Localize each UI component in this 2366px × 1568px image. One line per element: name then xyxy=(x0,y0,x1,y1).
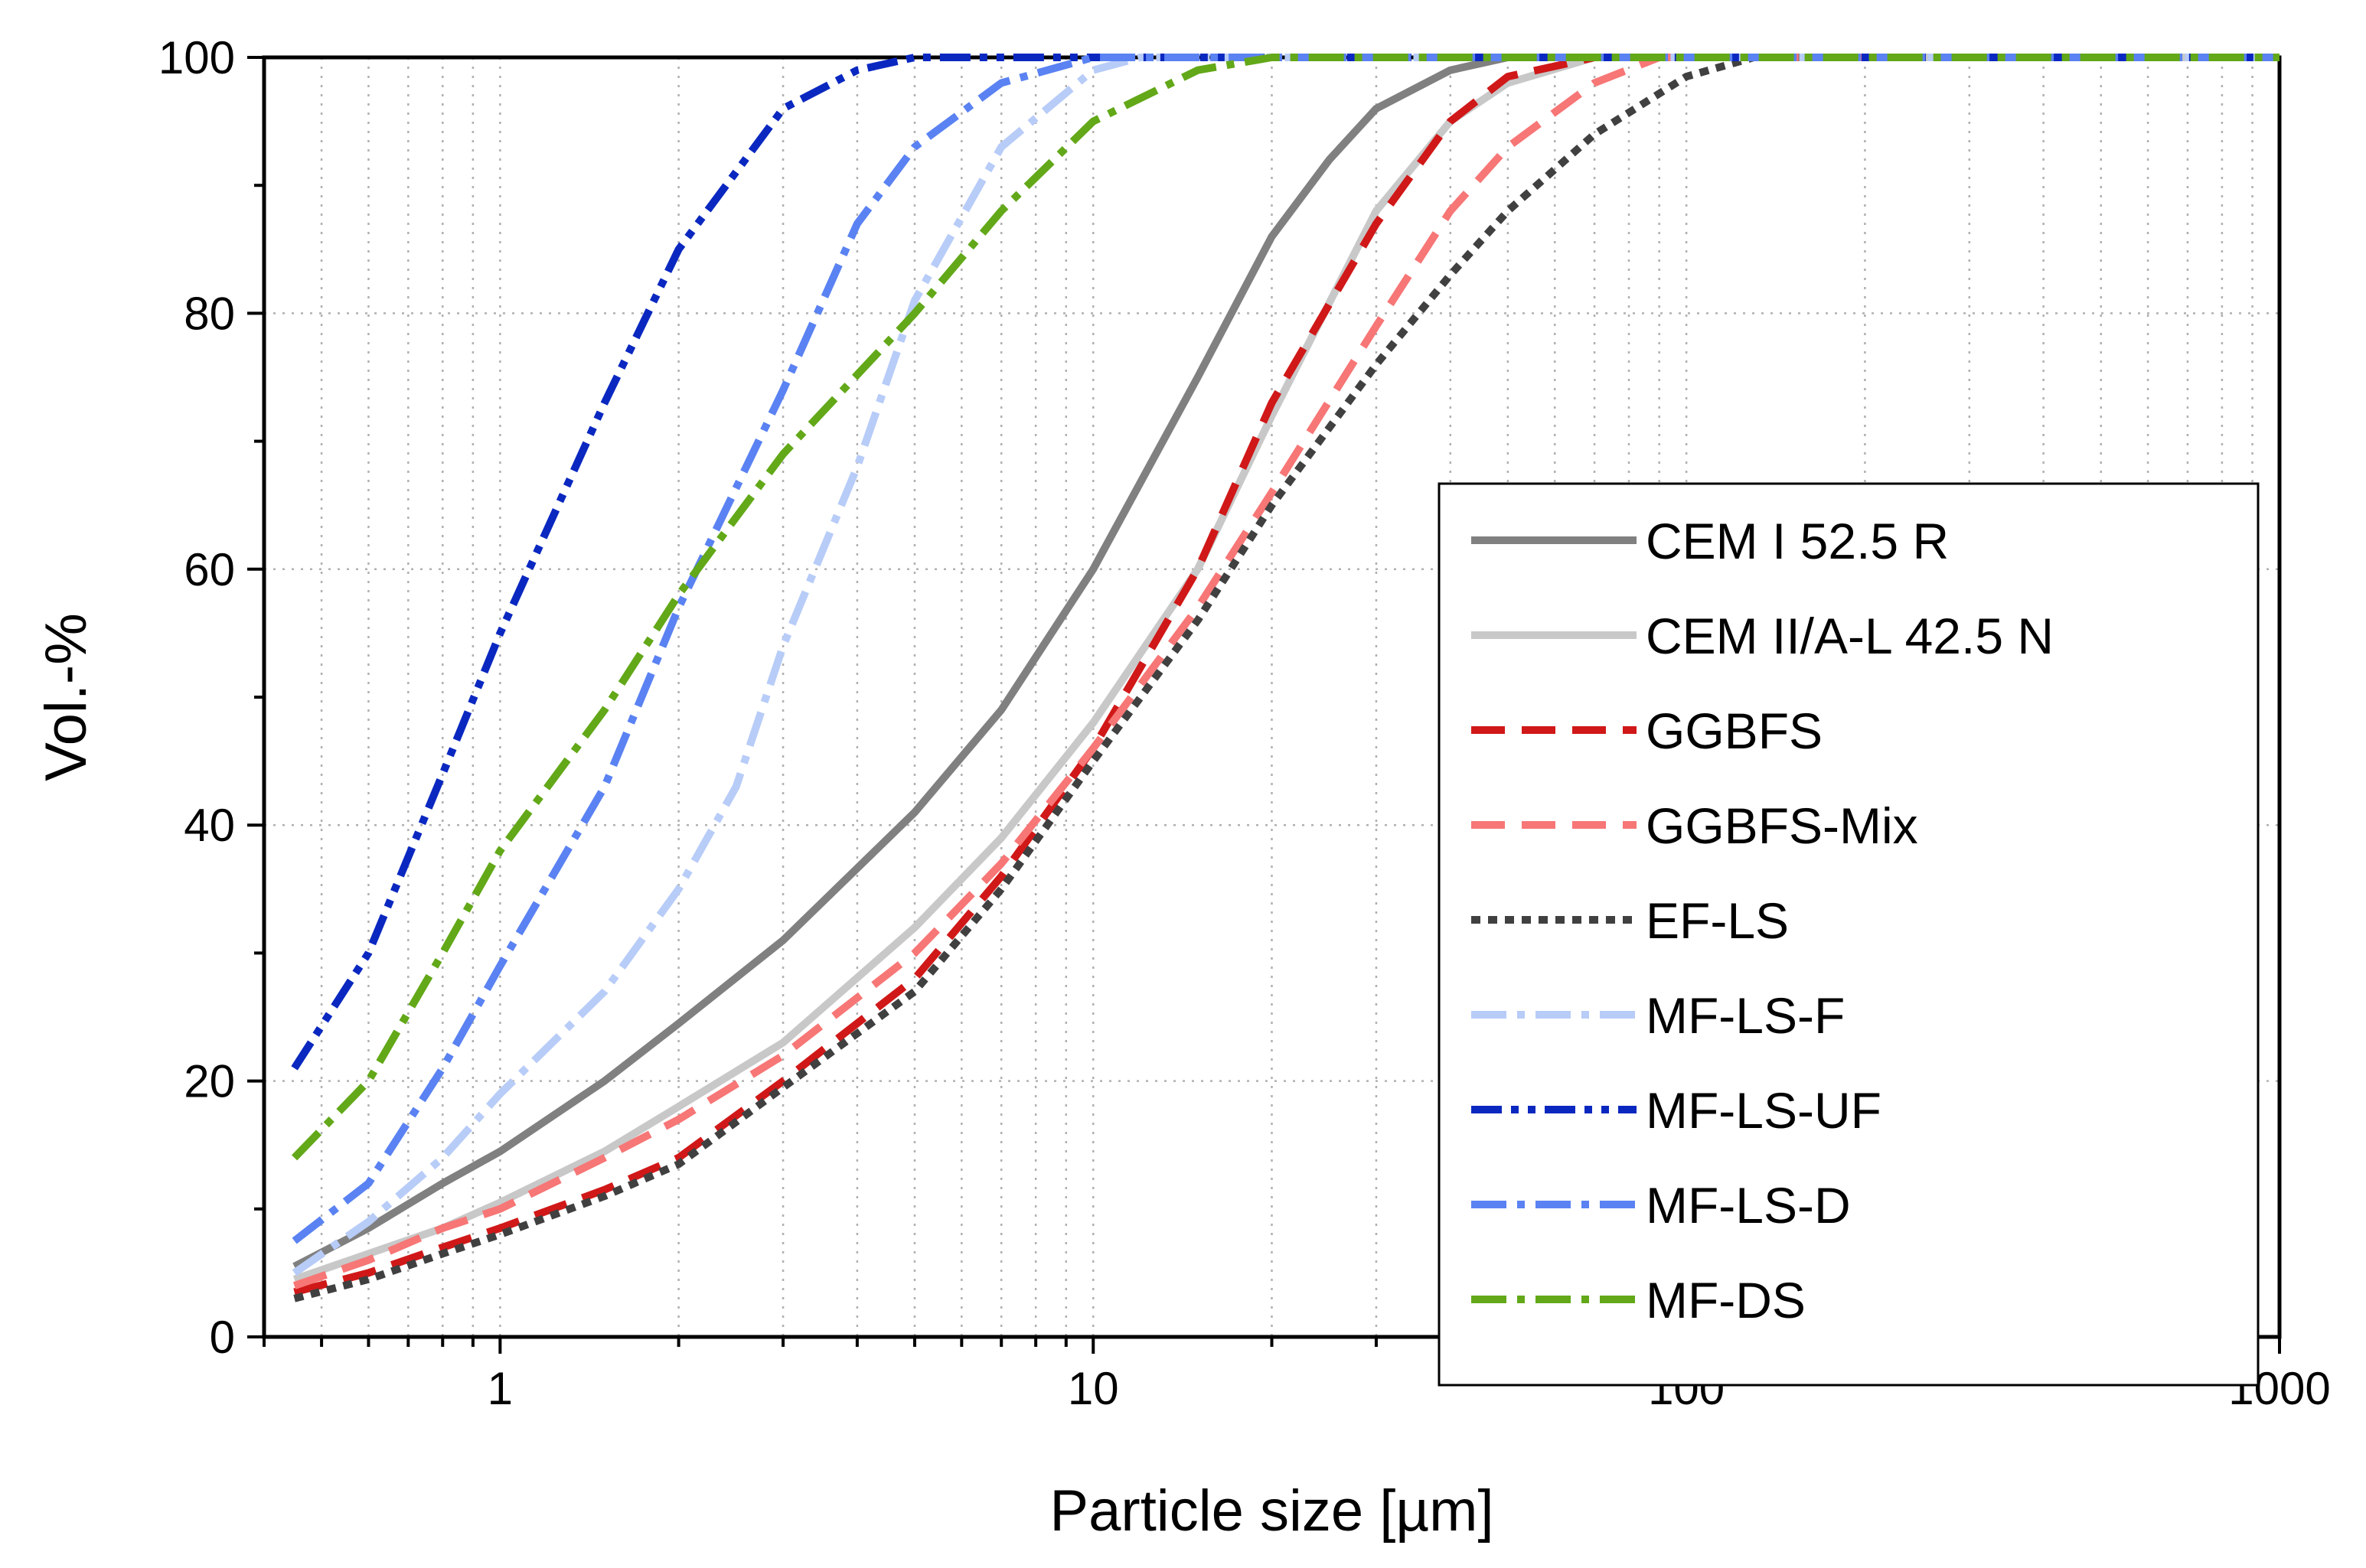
legend-label: MF-DS xyxy=(1646,1272,1806,1328)
y-tick-label: 40 xyxy=(184,800,235,851)
series-line xyxy=(292,54,2280,1161)
y-tick-label: 0 xyxy=(210,1312,235,1363)
legend-label: MF-LS-UF xyxy=(1646,1082,1881,1139)
legend-label: CEM I 52.5 R xyxy=(1646,513,1949,569)
legend-label: GGBFS xyxy=(1646,703,1823,759)
series-line xyxy=(292,54,2280,1270)
series-line xyxy=(292,54,2280,1244)
series-line xyxy=(293,54,2280,1296)
series-line xyxy=(291,54,2280,1071)
legend-label: MF-LS-F xyxy=(1646,987,1845,1044)
legend-label: CEM II/A-L 42.5 N xyxy=(1646,608,2054,664)
series-line xyxy=(292,54,2280,1276)
y-tick-label: 20 xyxy=(184,1056,235,1107)
y-tick-label: 80 xyxy=(184,288,235,339)
x-tick-label: 10 xyxy=(1068,1363,1119,1414)
series-line xyxy=(292,54,2280,1289)
legend-label: GGBFS-Mix xyxy=(1646,797,1918,854)
x-axis-title: Particle size [µm] xyxy=(1049,1478,1493,1544)
legend: CEM I 52.5 R CEM II/A-L 42.5 N GGBFS GGBFS-… xyxy=(1438,482,2260,1387)
y-tick-label: 60 xyxy=(184,544,235,595)
legend-label: MF-LS-D xyxy=(1646,1177,1851,1234)
y-tick-label: 100 xyxy=(158,32,235,83)
y-axis-title: Vol.-% xyxy=(34,613,99,781)
legend-label: EF-LS xyxy=(1646,892,1789,949)
x-tick-label: 1 xyxy=(488,1363,513,1414)
series-lines xyxy=(291,54,2280,1302)
